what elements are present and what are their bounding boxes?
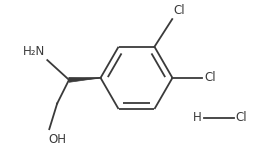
- Text: Cl: Cl: [236, 111, 247, 124]
- Polygon shape: [69, 77, 100, 82]
- Text: H₂N: H₂N: [23, 45, 45, 58]
- Text: OH: OH: [48, 133, 66, 146]
- Text: Cl: Cl: [204, 71, 216, 84]
- Text: H: H: [193, 111, 202, 124]
- Text: Cl: Cl: [173, 4, 185, 17]
